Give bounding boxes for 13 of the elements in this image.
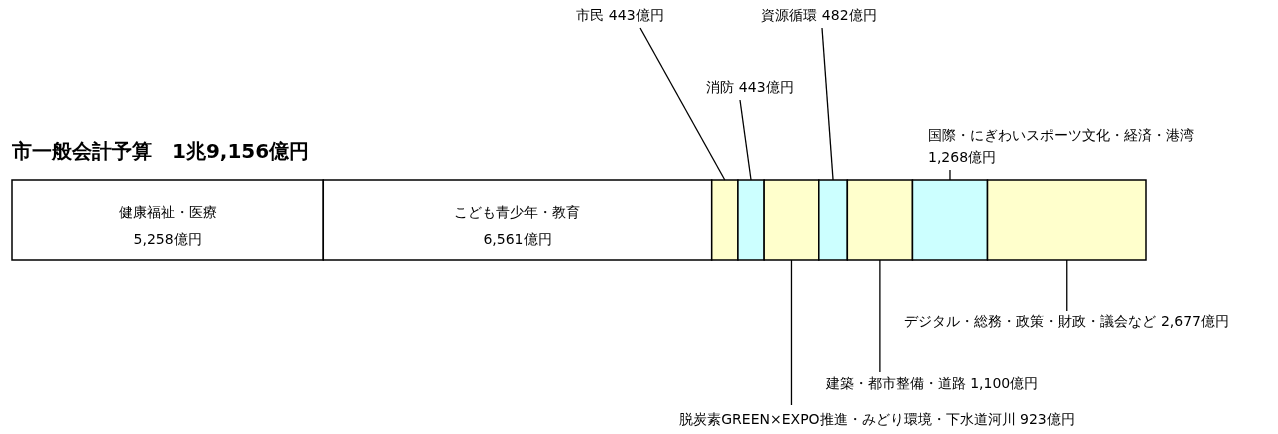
series-label: こども青少年・教育: [454, 204, 581, 220]
data-label: 1,268億円: [928, 149, 997, 165]
text: 資源循環 482億円: [761, 7, 877, 23]
series-label: 健康福祉・医療: [118, 204, 217, 220]
data-label: 5,258億円: [133, 231, 202, 247]
data-label: 6,561億円: [483, 231, 552, 247]
text: 消防 443億円: [706, 79, 794, 95]
text: 建築・都市整備・道路 1,100億円: [825, 375, 1039, 391]
text: 脱炭素GREEN×EXPO推進・みどり環境・下水道河川 923億円: [679, 411, 1075, 427]
text: デジタル・総務・政策・財政・議会など 2,677億円: [904, 313, 1230, 329]
text: 市民 443億円: [576, 7, 664, 23]
text: 市一般会計予算 1兆9,156億円: [11, 139, 310, 163]
text: 国際・にぎわいスポーツ文化・経済・港湾: [928, 127, 1194, 143]
